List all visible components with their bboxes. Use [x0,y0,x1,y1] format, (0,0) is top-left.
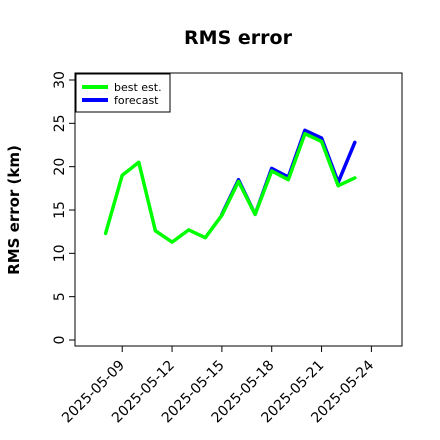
series-lines [103,128,357,244]
chart-title: RMS error [184,27,293,49]
plot-area [74,72,403,347]
y-tick-label: 10 [52,244,68,262]
legend-label-best-est: best est. [114,81,162,94]
legend: best est. forecast [75,73,171,113]
x-axis: 2025-05-092025-05-122025-05-152025-05-18… [59,346,377,426]
y-tick-label: 5 [52,292,68,301]
y-tick-label: 20 [52,158,68,176]
y-tick-label: 25 [52,114,68,132]
legend-box [75,73,171,113]
y-tick-label: 30 [52,71,68,89]
y-tick-label: 15 [52,201,68,219]
y-axis: 0 5 10 15 20 25 30 [52,71,75,344]
y-axis-label: RMS error (km) [5,145,23,275]
series-line-best-est [103,131,357,244]
y-tick-label: 0 [52,336,68,345]
legend-label-forecast: forecast [114,94,159,107]
